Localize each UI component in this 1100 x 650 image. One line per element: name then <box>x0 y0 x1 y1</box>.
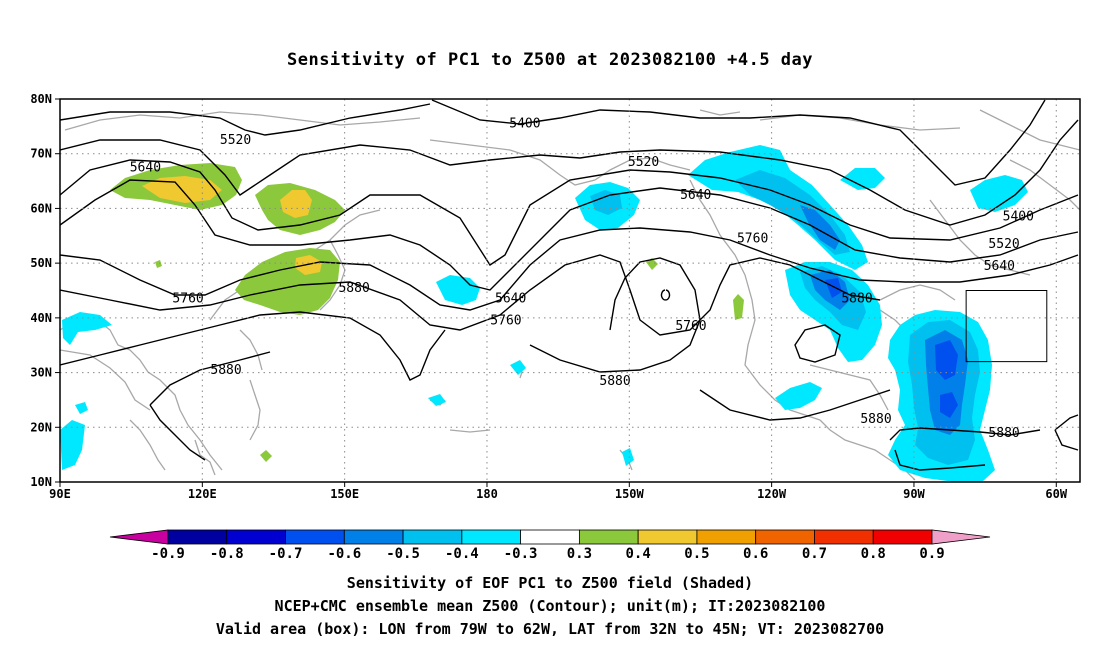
colorbar-tick-label: -0.4 <box>445 546 479 562</box>
contour-label: 5880 <box>338 281 369 296</box>
map-title: Sensitivity of PC1 to Z500 at 2023082100… <box>286 50 813 70</box>
map-frame <box>59 98 1081 483</box>
lat-label: 10N <box>30 475 52 489</box>
contour-label: 5880 <box>988 426 1019 441</box>
colorbar-segment <box>461 529 522 545</box>
contour-label: 5640 <box>495 292 526 307</box>
lat-label: 70N <box>30 147 52 161</box>
colorbar-tick-label: 0.7 <box>802 546 827 562</box>
colorbar-tick-label: -0.5 <box>386 546 420 562</box>
lon-label: 60W <box>1045 487 1067 501</box>
colorbar-low-arrow <box>109 529 169 545</box>
contour-label: 5880 <box>210 363 241 378</box>
colorbar-tick-label: -0.8 <box>210 546 244 562</box>
lon-label: 120E <box>188 487 217 501</box>
colorbar-segment <box>637 529 698 545</box>
coastlines <box>60 109 1080 481</box>
lat-label: 80N <box>30 92 52 106</box>
lon-label: 120W <box>757 487 787 501</box>
valid-area-box <box>965 290 1048 363</box>
colorbar-tick-label: 0.8 <box>861 546 886 562</box>
lat-label: 60N <box>30 201 52 215</box>
contour-label: 5880 <box>599 374 630 389</box>
colorbar-segment <box>402 529 463 545</box>
footer-line-1: Sensitivity of EOF PC1 to Z500 field (Sh… <box>346 574 754 592</box>
contour-label: 5520 <box>220 133 251 148</box>
lat-label: 50N <box>30 256 52 270</box>
colorbar-segment <box>226 529 286 545</box>
contour-label: 5760 <box>737 232 768 247</box>
contour-label: 5520 <box>628 155 659 170</box>
contour-label: 5640 <box>984 259 1015 274</box>
lon-label: 180 <box>476 487 498 501</box>
colorbar-tick-label: -0.3 <box>504 546 538 562</box>
lon-label: 90E <box>49 487 71 501</box>
footer-line-3: Valid area (box): LON from 79W to 62W, L… <box>215 620 885 638</box>
contour-label: 5520 <box>988 237 1019 252</box>
lon-label: 90W <box>903 487 925 501</box>
contour-label: 5400 <box>509 117 540 132</box>
contour-label: 5760 <box>490 314 521 329</box>
contour-label: 5640 <box>130 160 161 175</box>
contour-label: 5880 <box>860 412 891 427</box>
lat-label: 30N <box>30 366 52 380</box>
colorbar-tick-label: 0.9 <box>919 546 944 562</box>
colorbar-tick-label: 0.6 <box>743 546 768 562</box>
sensitivity-shading <box>60 145 1028 482</box>
contour-label: 5400 <box>1003 210 1034 225</box>
colorbar-tick-label: -0.7 <box>269 546 303 562</box>
contour-label: 5640 <box>680 188 711 203</box>
lon-label: 150E <box>330 487 359 501</box>
contour-label: 5760 <box>172 292 203 307</box>
colorbar: -0.9 -0.8 -0.7 -0.6 -0.5 -0.4 -0.3 0.3 0.4 0.5 0.6… <box>109 529 991 562</box>
colorbar-segment <box>520 529 580 545</box>
colorbar-tick-label: 0.5 <box>684 546 709 562</box>
z500-contours <box>60 99 1079 471</box>
colorbar-segment <box>343 529 404 545</box>
lon-label: 150W <box>615 487 645 501</box>
grid-lines <box>60 99 1080 482</box>
colorbar-segment <box>167 529 228 545</box>
colorbar-segment <box>696 529 757 545</box>
colorbar-segment <box>755 529 815 545</box>
colorbar-tick-label: -0.9 <box>151 546 185 562</box>
colorbar-segment <box>285 529 345 545</box>
colorbar-segment <box>872 529 933 545</box>
lat-label: 20N <box>30 420 52 434</box>
colorbar-high-arrow <box>931 529 991 545</box>
lat-label: 40N <box>30 311 52 325</box>
colorbar-tick-label: -0.6 <box>327 546 361 562</box>
footer-line-2: NCEP+CMC ensemble mean Z500 (Contour); u… <box>274 597 826 615</box>
colorbar-segment <box>814 529 874 545</box>
colorbar-tick-label: 0.4 <box>626 546 651 562</box>
colorbar-segment <box>578 529 639 545</box>
contour-label: 5760 <box>675 319 706 334</box>
contour-labels: 5520 5640 5400 5520 5640 5760 5880 5400 5520 5640… <box>130 117 1034 441</box>
colorbar-tick-label: 0.3 <box>567 546 592 562</box>
contour-label: 5880 <box>841 292 872 307</box>
